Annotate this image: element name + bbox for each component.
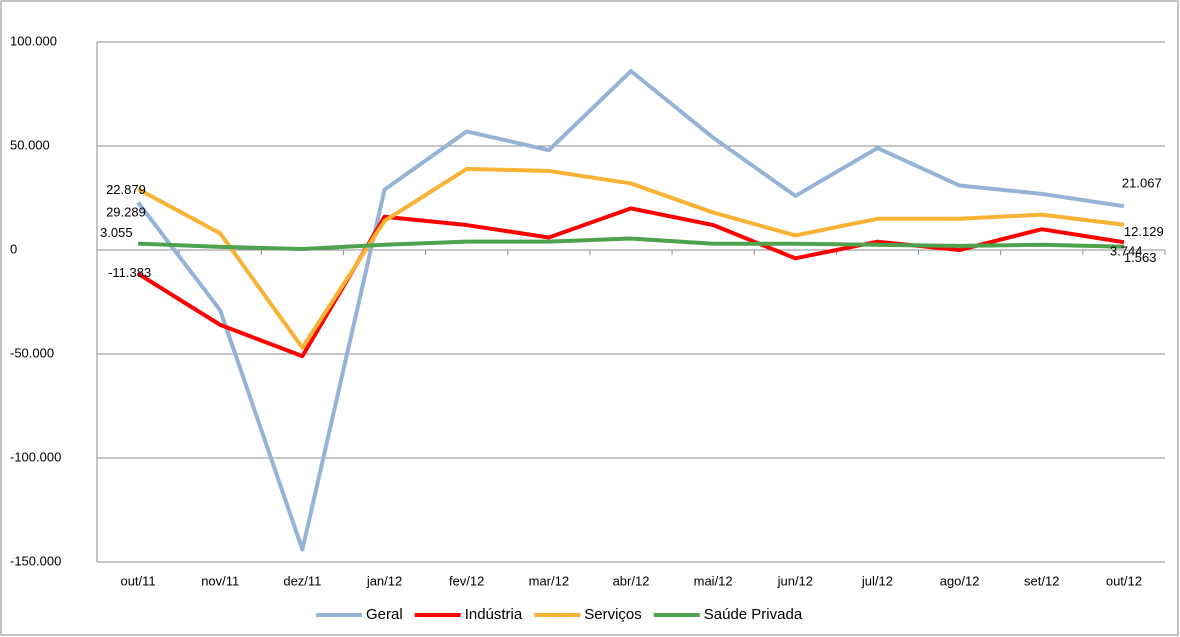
x-tick-label: out/12 bbox=[1106, 573, 1142, 588]
y-tick-label: -150.000 bbox=[10, 553, 61, 568]
x-tick-label: nov/11 bbox=[201, 573, 239, 588]
value-label: 12.129 bbox=[1124, 224, 1164, 239]
x-tick-label: set/12 bbox=[1024, 573, 1059, 588]
y-tick-label: 0 bbox=[10, 241, 17, 256]
x-tick-label: mar/12 bbox=[529, 573, 569, 588]
x-tick-label: out/11 bbox=[120, 573, 155, 588]
series-line bbox=[137, 206, 1125, 359]
legend-label: Indústria bbox=[465, 606, 523, 623]
series-line bbox=[136, 69, 1125, 552]
legend-label: Serviços bbox=[584, 606, 642, 623]
legend-label: Saúde Privada bbox=[704, 606, 803, 623]
y-tick-label: -50.000 bbox=[10, 345, 54, 360]
x-tick-label: abr/12 bbox=[613, 573, 650, 588]
x-tick-label: ago/12 bbox=[940, 573, 980, 588]
series-line bbox=[137, 166, 1125, 350]
x-tick-label: jan/12 bbox=[366, 573, 402, 588]
x-tick-label: dez/11 bbox=[283, 573, 321, 588]
value-label: -11.383 bbox=[108, 265, 151, 280]
value-label: 1.563 bbox=[1124, 250, 1157, 265]
y-tick-label: 50.000 bbox=[10, 137, 50, 152]
x-tick-label: jul/12 bbox=[861, 573, 893, 588]
x-tick-label: mai/12 bbox=[694, 573, 733, 588]
x-tick-label: fev/12 bbox=[449, 573, 484, 588]
value-label: 29.289 bbox=[106, 205, 146, 220]
x-tick-label: jun/12 bbox=[777, 573, 813, 588]
legend-label: Geral bbox=[366, 606, 403, 623]
value-label: 3.744 bbox=[1110, 244, 1143, 259]
value-label: 21.067 bbox=[1122, 176, 1162, 191]
value-label: 3.055 bbox=[100, 225, 133, 240]
y-tick-label: -100.000 bbox=[10, 449, 61, 464]
series-line bbox=[137, 236, 1124, 251]
value-label: 22.879 bbox=[106, 182, 146, 197]
y-tick-label: 100.000 bbox=[10, 33, 57, 48]
